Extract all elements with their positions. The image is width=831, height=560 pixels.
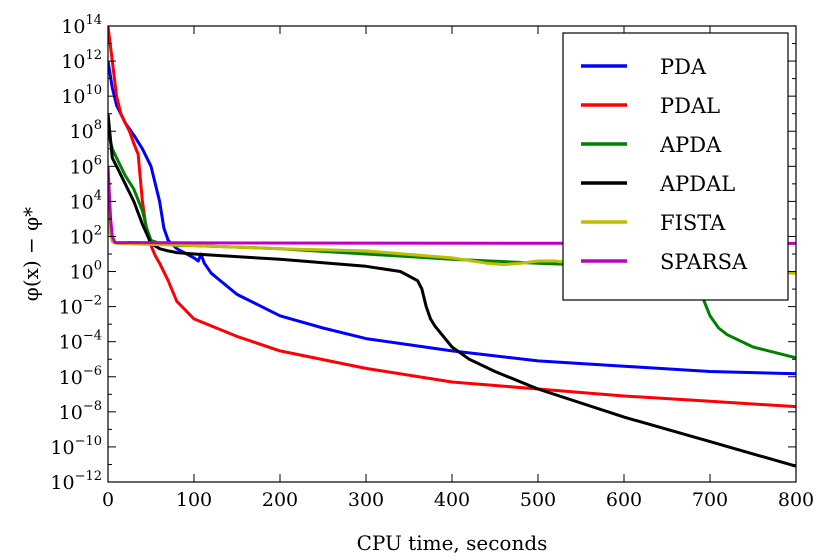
y-tick-label: 10−6 bbox=[59, 364, 102, 389]
legend-label-apda: APDA bbox=[659, 133, 722, 157]
x-tick-label: 100 bbox=[176, 489, 212, 511]
legend-label-fista: FISTA bbox=[660, 211, 726, 235]
y-tick-label: 1010 bbox=[61, 83, 102, 108]
x-tick-label: 700 bbox=[692, 489, 728, 511]
y-tick-label: 10−10 bbox=[50, 434, 102, 459]
y-tick-label: 104 bbox=[70, 188, 102, 213]
x-tick-label: 400 bbox=[434, 489, 470, 511]
y-tick-label: 102 bbox=[70, 223, 102, 248]
legend-box bbox=[562, 32, 789, 301]
y-tick-label: 108 bbox=[70, 118, 102, 143]
series-layer bbox=[108, 26, 796, 468]
series-line-pda bbox=[108, 60, 796, 376]
y-tick-label: 10−2 bbox=[59, 294, 102, 319]
y-tick-label: 100 bbox=[70, 259, 102, 284]
y-tick-label: 1014 bbox=[61, 13, 102, 38]
y-tick-label: 10−8 bbox=[59, 399, 102, 424]
y-tick-label: 10−12 bbox=[50, 469, 102, 494]
x-tick-label: 300 bbox=[348, 489, 384, 511]
x-axis-label: CPU time, seconds bbox=[357, 531, 548, 555]
legend-label-apdal: APDAL bbox=[659, 172, 735, 196]
y-axis-label: φ(x) − φ* bbox=[19, 207, 43, 301]
y-tick-label: 106 bbox=[70, 153, 102, 178]
y-axis: 10−12 10−10 10−8 10−6 10−4 10−2 100 102 104 106 10… bbox=[50, 13, 796, 494]
legend-label-pdal: PDAL bbox=[660, 94, 720, 118]
y-tick-label: 10−4 bbox=[59, 329, 102, 354]
legend-label-pda: PDA bbox=[660, 55, 707, 79]
y-tick-label: 1012 bbox=[61, 48, 102, 73]
x-tick-label: 800 bbox=[778, 489, 814, 511]
x-tick-label: 200 bbox=[262, 489, 298, 511]
series-line-apdal bbox=[108, 113, 796, 468]
series-line-apda bbox=[108, 130, 796, 360]
x-tick-label: 0 bbox=[102, 489, 114, 511]
series-line-pdal bbox=[108, 26, 796, 409]
legend: PDA PDAL APDA APDAL FISTA SPARSA bbox=[562, 32, 789, 301]
legend-label-sparsa: SPARSA bbox=[660, 250, 748, 274]
x-tick-label: 500 bbox=[520, 489, 556, 511]
x-tick-label: 600 bbox=[606, 489, 642, 511]
x-axis: 0 100 200 300 400 500 600 700 800 bbox=[102, 26, 814, 511]
